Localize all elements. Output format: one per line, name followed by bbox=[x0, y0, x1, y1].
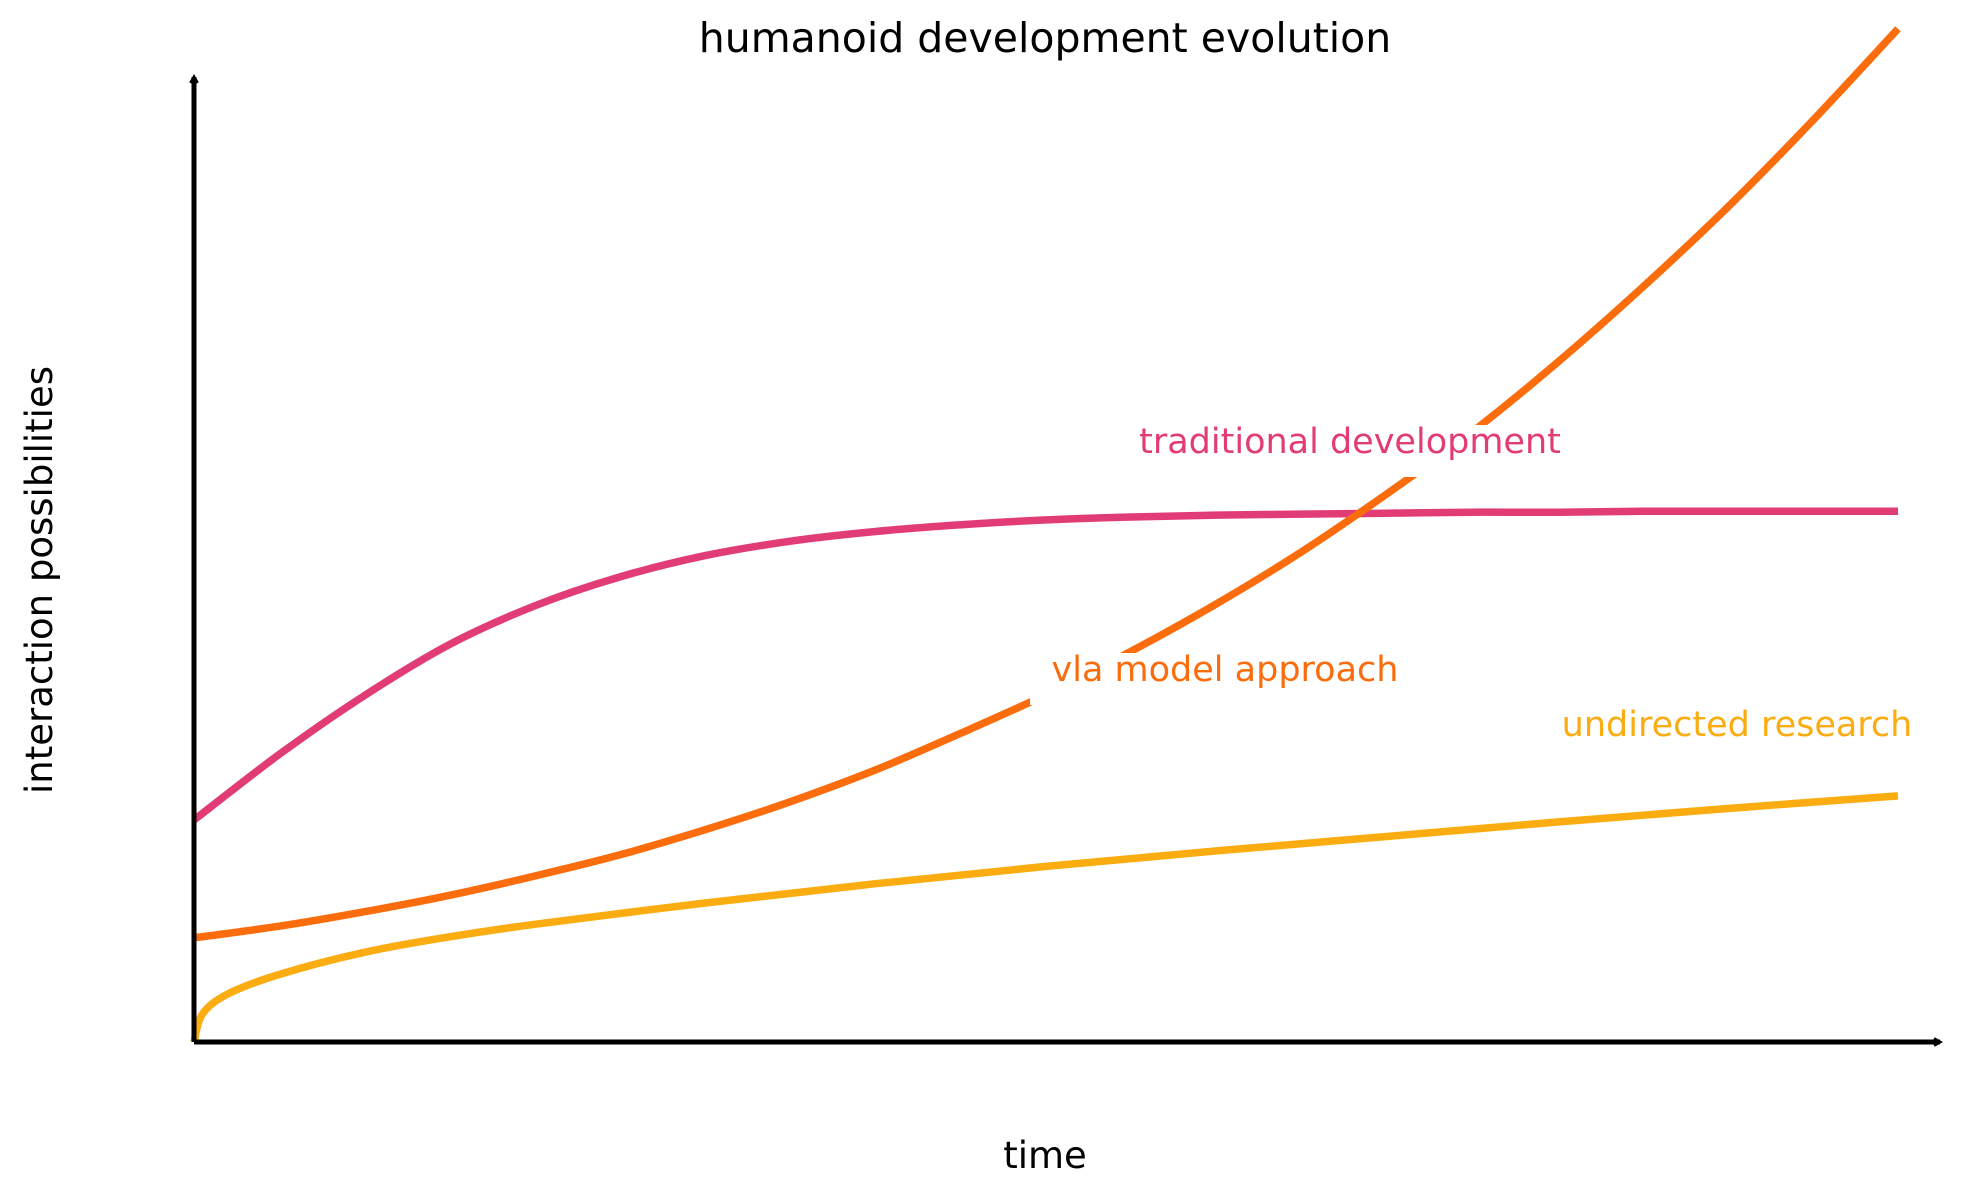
series-line-1 bbox=[191, 507, 1898, 823]
series-label-1: traditional development bbox=[1139, 422, 1561, 462]
series-layer bbox=[190, 26, 1901, 1044]
series-label-background bbox=[1550, 708, 1925, 758]
series-label-2: vla model approach bbox=[1052, 650, 1399, 690]
series-label-layer: traditional development vla model approac… bbox=[1030, 422, 1925, 758]
x-axis-label: time bbox=[1003, 1134, 1087, 1177]
chart-title: humanoid development evolution bbox=[699, 14, 1392, 62]
series-label-background bbox=[1118, 425, 1588, 477]
series-line-2 bbox=[193, 26, 1901, 942]
series-label-background bbox=[1030, 653, 1420, 705]
series-line-3 bbox=[190, 792, 1899, 1044]
y-axis-label: interaction possibilities bbox=[18, 366, 61, 794]
series-label-3: undirected research bbox=[1562, 705, 1913, 745]
